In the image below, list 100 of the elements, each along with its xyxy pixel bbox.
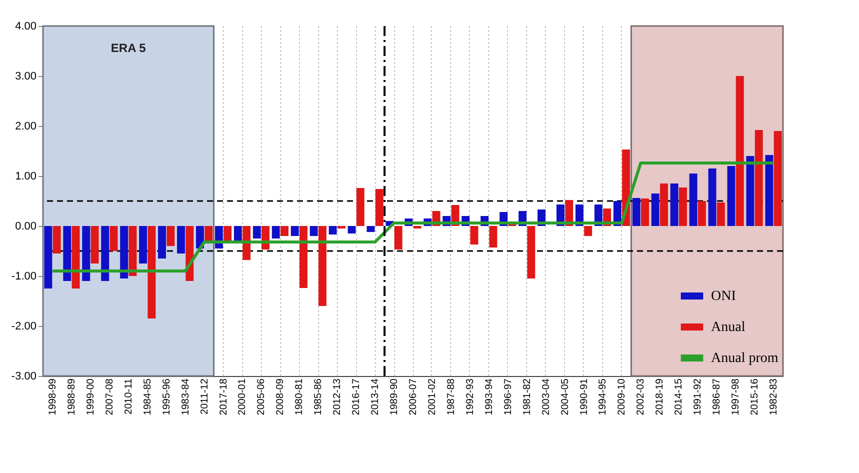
x-tick-label: 1995-96 (161, 378, 172, 416)
x-tick-label: 2001-02 (426, 378, 438, 416)
y-tick-label: 3.00 (15, 70, 36, 82)
bar (318, 226, 326, 306)
bar (527, 226, 536, 278)
bar (234, 226, 242, 241)
line-series (50, 162, 776, 272)
x-tick-label: 2007-08 (104, 378, 116, 416)
bar (754, 130, 763, 226)
bar (470, 226, 478, 244)
x-tick-label: 2016-17 (351, 378, 362, 416)
bar (272, 226, 280, 238)
x-tick-label: 1990-91 (578, 378, 590, 416)
legend-label: ONI (711, 289, 736, 304)
bar (632, 198, 640, 226)
bar (186, 226, 194, 281)
x-tick-label: 2003-04 (540, 378, 552, 416)
bar (736, 76, 744, 226)
y-tick-label: -1.00 (11, 270, 36, 282)
bar (394, 226, 402, 250)
bar (52, 226, 61, 254)
x-tick-label: 2011-12 (199, 378, 210, 414)
x-tick-label: 2000-01 (237, 378, 248, 416)
x-tick-label: 1981-82 (522, 378, 533, 416)
bar (727, 166, 736, 226)
y-tick-label: 2.00 (15, 120, 36, 132)
x-tick-label: 1980-81 (294, 378, 306, 416)
bar (120, 226, 128, 278)
bar (678, 188, 687, 226)
bar (224, 226, 232, 241)
x-tick-label: 1992-93 (464, 378, 476, 416)
legend-label: Anual prom (711, 351, 778, 366)
x-tick-label: 1999-00 (85, 378, 96, 416)
x-tick-label: 1983-84 (180, 378, 192, 416)
x-tick-label: 1993-94 (484, 378, 495, 416)
bar (72, 226, 80, 288)
bar (670, 184, 678, 226)
x-tick-label: 1997-98 (730, 378, 742, 416)
bar (110, 226, 118, 251)
x-tick-label: 1998-99 (47, 378, 58, 416)
x-tick-label: 1982-83 (768, 378, 780, 416)
bar (310, 226, 318, 236)
bar (82, 226, 90, 281)
x-tick-label: 2017-18 (218, 378, 230, 416)
bar (641, 198, 649, 226)
bar (158, 226, 166, 258)
bar (708, 168, 716, 226)
bar (366, 226, 375, 232)
x-tick-label: 1989-90 (389, 378, 400, 416)
x-tick-label: 1984-85 (142, 378, 154, 416)
bar (328, 226, 337, 234)
x-tick-label: 1991-92 (692, 378, 704, 416)
legend-label: Anual (711, 320, 746, 335)
bar (204, 226, 213, 241)
x-tick-label: 2014-15 (674, 378, 685, 416)
x-tick-label: 1985-86 (313, 378, 324, 416)
bar (177, 226, 185, 254)
bar (63, 226, 72, 281)
bar (698, 201, 706, 226)
x-tick-label: 1987-88 (446, 378, 457, 416)
bar (651, 194, 660, 226)
bar (90, 226, 99, 264)
x-tick-label: 1996-97 (502, 378, 514, 416)
x-tick-label: 2018-19 (654, 378, 666, 416)
x-tick-label: 2002-03 (636, 378, 647, 416)
x-tick-label: 1994-95 (598, 378, 609, 416)
bar (139, 226, 148, 264)
bar (375, 189, 384, 226)
x-tick-label: 2006-07 (408, 378, 419, 416)
bar (356, 188, 364, 226)
y-tick-label: -2.00 (11, 320, 36, 332)
x-tick-label: 2009-10 (616, 378, 628, 416)
x-tick-label: 2005-06 (256, 378, 268, 416)
bar (252, 226, 261, 238)
bar (584, 226, 592, 236)
bar (489, 226, 498, 248)
x-tick-label: 2008-09 (275, 378, 286, 416)
x-tick-label: 2004-05 (560, 378, 571, 416)
x-tick-label: 1988-89 (66, 378, 78, 416)
bar (746, 156, 754, 226)
bar (148, 226, 156, 318)
bar (44, 226, 52, 288)
y-tick-label: 1.00 (15, 170, 36, 182)
bar (280, 226, 288, 236)
bar (128, 226, 137, 276)
y-tick-label: 4.00 (15, 20, 36, 32)
x-tick-label: 2012-13 (332, 378, 344, 416)
band-label: ERA 5 (110, 41, 146, 55)
bar (689, 174, 698, 226)
y-tick-label: 0.00 (15, 220, 36, 232)
x-tick-label: 2015-16 (750, 378, 761, 416)
bar (660, 184, 668, 226)
bar (716, 202, 725, 226)
bar (299, 226, 308, 288)
x-tick-label: 2010-11 (123, 378, 134, 414)
x-tick-label: 2013-14 (370, 378, 382, 416)
bar (101, 226, 110, 281)
bar (348, 226, 356, 234)
bar (774, 131, 782, 226)
bar (166, 226, 175, 246)
